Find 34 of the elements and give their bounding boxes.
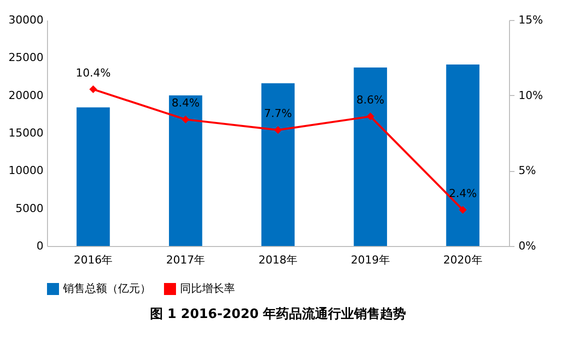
y-tick-label: 15000 [8, 126, 44, 140]
x-tick-label: 2018年 [258, 254, 298, 266]
y-tick-label: 0 [36, 240, 44, 252]
y-tick-label: 25000 [8, 51, 44, 64]
text: 图 1 2016-2020 年药品流通行业销售趋势 [150, 306, 406, 322]
bar [168, 95, 202, 246]
point [458, 206, 467, 214]
y2-tick-label: 0% [518, 240, 536, 252]
data-label: 2.4% [448, 186, 477, 200]
point [366, 112, 374, 120]
x-tick-label: 2020年 [443, 254, 482, 266]
data-label: 8.6% [356, 93, 384, 106]
point [182, 116, 190, 124]
data-label: 8.4% [172, 96, 200, 110]
y-tick-label: 5000 [16, 202, 44, 215]
y-tick-label: 30000 [8, 14, 44, 26]
x-tick-label: 2019年 [350, 254, 390, 266]
point [274, 126, 282, 134]
data-label: 7.7% [264, 106, 292, 120]
y-tick-label: 10000 [8, 164, 44, 178]
bar [261, 83, 295, 246]
point [89, 85, 98, 94]
y-tick-label: 20000 [8, 88, 44, 102]
bar [354, 67, 388, 246]
x-tick-label: 2016年 [74, 254, 113, 266]
bar [76, 107, 110, 246]
y2-tick-label: 5% [518, 164, 536, 178]
data-label: 10.4% [76, 66, 111, 80]
x-tick-label: 2017年 [166, 254, 206, 266]
legend-label: 同比增长率 [180, 282, 235, 295]
legend-label: 销售总额（亿元） [62, 282, 151, 295]
y2-tick-label: 15% [518, 14, 543, 26]
y2-tick-label: 10% [518, 88, 543, 102]
bar [446, 64, 480, 246]
